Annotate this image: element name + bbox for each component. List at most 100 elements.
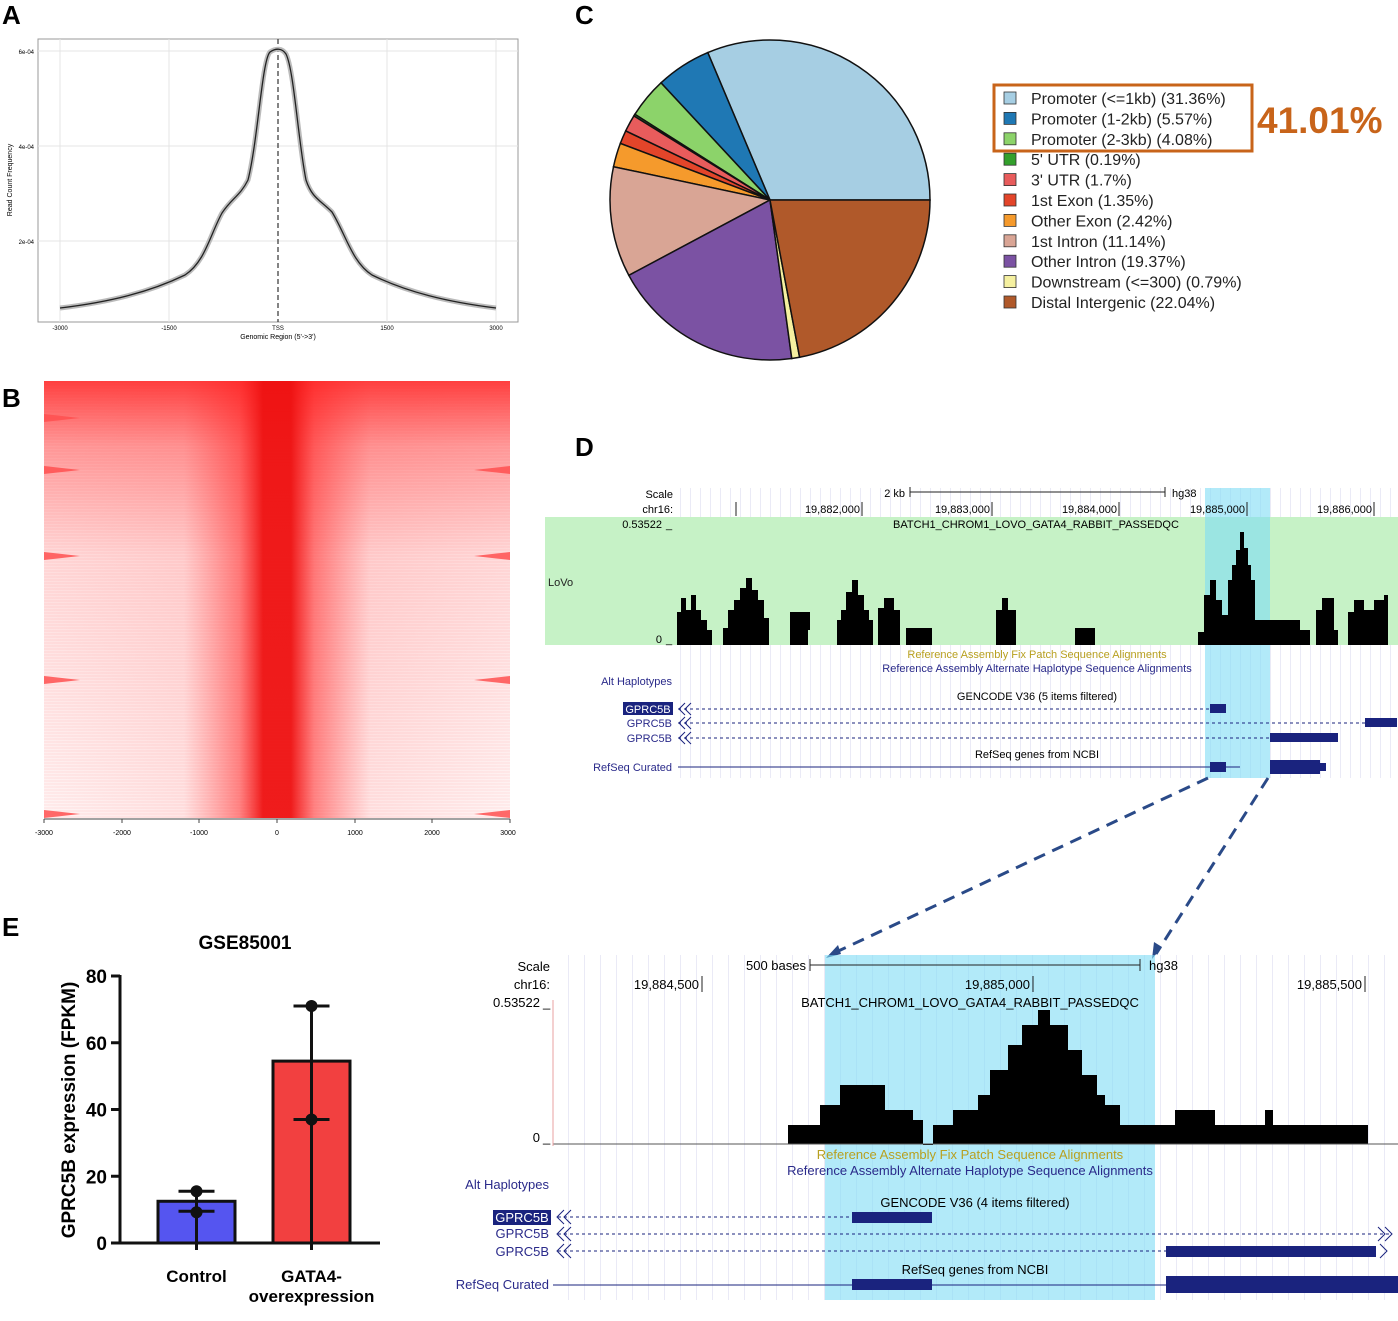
track-max-dash: _ [542, 995, 551, 1010]
legend-label: Promoter (2-3kb) (4.08%) [1031, 132, 1212, 149]
data-point [190, 1185, 203, 1198]
position-label: 19,885,500 [1297, 977, 1362, 992]
fix-patch-track: Reference Assembly Fix Patch Sequence Al… [907, 649, 1167, 661]
y-axis-label: GPRC5B expression (FPKM) [59, 982, 80, 1239]
xtick-label: 3000 [489, 326, 503, 332]
heatmap-edge-mark [474, 810, 510, 818]
heatmap-edge-mark [474, 552, 510, 560]
heatmap-xtick-label: 2000 [424, 830, 440, 837]
alt-haplotype-track: Reference Assembly Alternate Haplotype S… [787, 1163, 1153, 1178]
gene-label-selected[interactable] [623, 702, 673, 715]
heatmap-xtick-label: 0 [275, 830, 279, 837]
signal-peak [1075, 628, 1095, 645]
data-point [305, 1000, 318, 1013]
track-max-label: 0.53522 [622, 519, 662, 531]
scale-label: Scale [517, 959, 550, 974]
gene-label[interactable]: GPRC5B [496, 1226, 549, 1241]
heatmap-edge-mark [44, 466, 80, 474]
chrom-label: chr16: [642, 504, 673, 516]
signal-peak [1316, 598, 1338, 645]
gene-label-selected[interactable] [493, 1210, 551, 1225]
panel-letter-b: B [2, 383, 21, 413]
gene-label[interactable]: GPRC5B [495, 1210, 548, 1225]
legend-label: Other Intron (19.37%) [1031, 254, 1186, 271]
track-zero-label: 0 [656, 634, 662, 646]
data-point [305, 1113, 318, 1126]
track-zero-dash: _ [665, 634, 673, 646]
xtick-label: 1500 [380, 326, 394, 332]
position-label: 19,882,000 [805, 504, 860, 516]
signal-peak [837, 580, 873, 645]
y-tick-label: 40 [86, 1101, 107, 1122]
panel-letter-a: A [2, 0, 21, 30]
signal-peak [723, 578, 769, 645]
annotation-pie-chart: 41.01% Promoter (<=1kb) (31.36%)Promoter… [609, 39, 1383, 361]
exon-block [1365, 718, 1397, 727]
data-point [190, 1206, 203, 1219]
exon-block [1166, 1246, 1376, 1257]
refseq-label[interactable]: RefSeq Curated [456, 1277, 549, 1292]
refseq-label[interactable]: RefSeq Curated [593, 762, 672, 774]
track-max-dash: _ [665, 519, 673, 531]
legend-label: 1st Intron (11.14%) [1031, 234, 1166, 251]
legend-swatch [1003, 213, 1017, 227]
position-label: 19,884,500 [634, 977, 699, 992]
legend-label: Promoter (1-2kb) (5.57%) [1031, 111, 1212, 128]
xtick-label: -3000 [52, 326, 68, 332]
pie-slice [769, 199, 931, 359]
strand-arrows [678, 716, 692, 730]
strand-arrows [556, 1226, 572, 1242]
legend-swatch [1003, 173, 1017, 187]
connector-arrowhead [826, 945, 841, 958]
legend-label: 5' UTR (0.19%) [1031, 152, 1141, 169]
position-label: 19,884,000 [1062, 504, 1117, 516]
legend-swatch [1003, 91, 1017, 105]
legend-swatch [1003, 234, 1017, 248]
zoom-connector [1154, 777, 1270, 955]
legend-label: 1st Exon (1.35%) [1031, 193, 1154, 210]
heatmap-xtick-label: -1000 [190, 830, 208, 837]
signal-peak [677, 595, 712, 645]
heatmap-edge-mark [474, 676, 510, 684]
category-label: GATA4- [281, 1267, 342, 1286]
refseq-exon [1210, 762, 1226, 772]
assembly-label: hg38 [1149, 958, 1178, 973]
legend-label: Other Exon (2.42%) [1031, 213, 1172, 230]
position-label: 19,885,000 [965, 977, 1030, 992]
legend-label: 3' UTR (1.7%) [1031, 173, 1132, 190]
browser-view-bottom: Scale chr16: 500 bases hg38 19,884,500 1… [456, 955, 1398, 1300]
refseq-exon [1166, 1276, 1398, 1293]
profile-xlabel: Genomic Region (5'->3') [240, 334, 316, 341]
signal-peak [1348, 595, 1388, 645]
xtick-label: TSS [272, 326, 284, 332]
promoter-percentage: 41.01% [1257, 100, 1383, 141]
gencode-track-title: GENCODE V36 (5 items filtered) [957, 691, 1117, 703]
y-tick-label: 20 [86, 1167, 107, 1188]
gene-label[interactable]: GPRC5B [625, 704, 670, 716]
heatmap-xtick-label: 1000 [347, 830, 363, 837]
strand-arrows [678, 731, 692, 745]
signal-peak [1198, 532, 1310, 645]
heatmap-edge-mark [44, 414, 80, 422]
heatmap-edge-mark [44, 810, 80, 818]
legend-swatch [1003, 132, 1017, 146]
gene-label[interactable]: GPRC5B [627, 733, 672, 745]
category-label: overexpression [249, 1287, 375, 1306]
strand-arrows [678, 702, 692, 716]
position-label: 19,886,000 [1317, 504, 1372, 516]
heatmap-edge-mark [474, 466, 510, 474]
gencode-track-title: GENCODE V36 (4 items filtered) [880, 1195, 1069, 1210]
legend-swatch [1003, 275, 1017, 289]
signal-peak [906, 628, 932, 645]
zoom-connector [831, 776, 1209, 956]
gene-label[interactable]: GPRC5B [496, 1244, 549, 1259]
track-zero-dash: _ [542, 1130, 551, 1145]
gene-label[interactable]: GPRC5B [627, 718, 672, 730]
strand-arrows [556, 1209, 572, 1225]
promoter-highlight-box [992, 83, 1254, 153]
legend-swatch [1003, 112, 1017, 125]
cell-line-label: LoVo [548, 577, 573, 589]
refseq-exon [1320, 763, 1326, 771]
browser-view-top: Scale chr16: 2 kb hg38 19,882,000 19,883… [545, 487, 1398, 778]
signal-peak [878, 598, 900, 645]
